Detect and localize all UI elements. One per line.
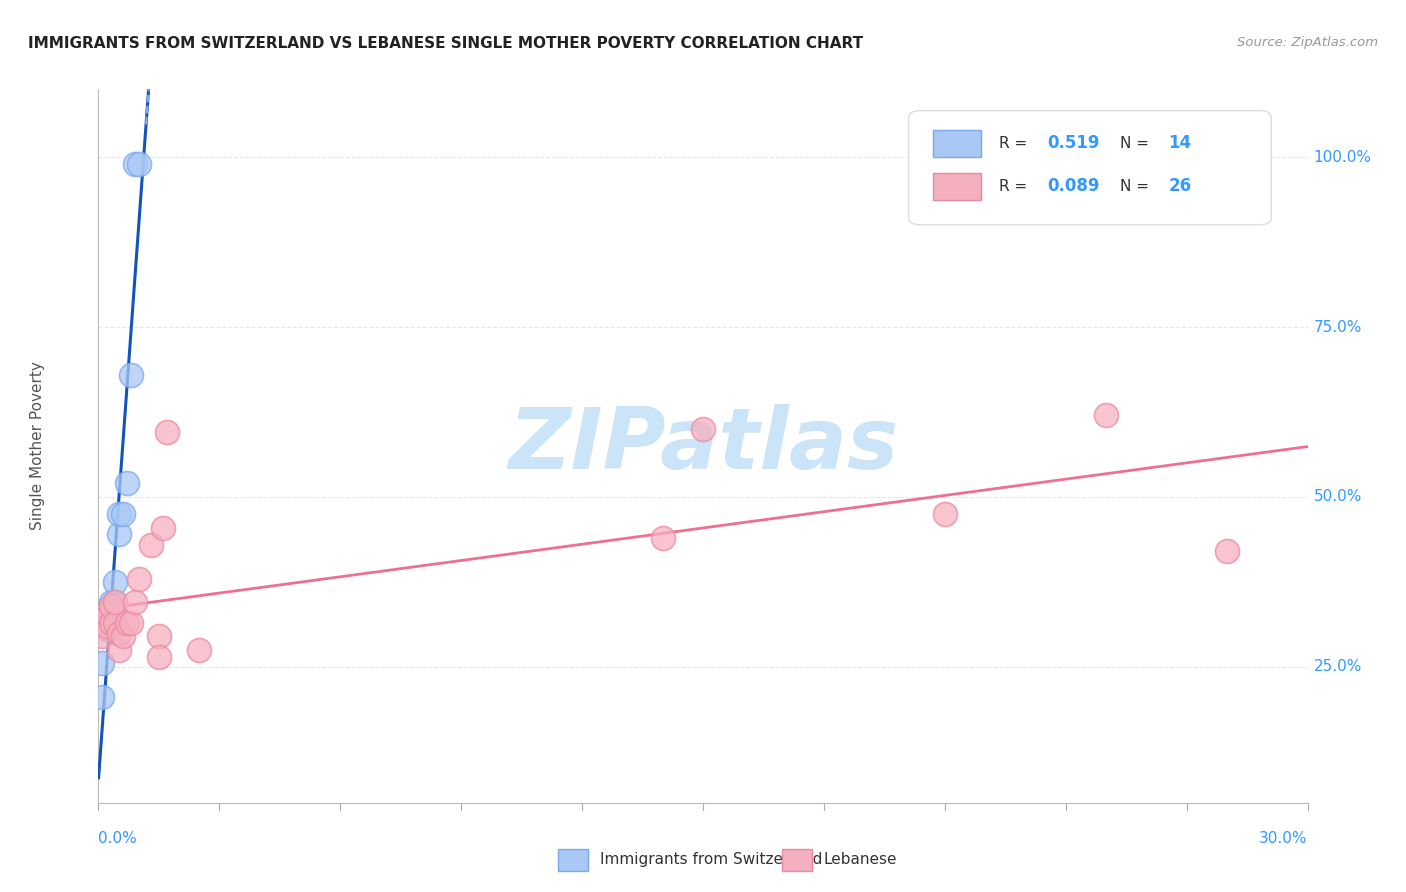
Text: 26: 26 [1168, 178, 1192, 195]
Text: Immigrants from Switzerland: Immigrants from Switzerland [600, 853, 823, 867]
Text: Lebanese: Lebanese [824, 853, 897, 867]
Point [651, 531, 673, 545]
FancyBboxPatch shape [932, 130, 981, 157]
Point [120, 615, 142, 630]
Point [124, 157, 146, 171]
Point [111, 629, 134, 643]
Point [156, 425, 179, 440]
Text: 30.0%: 30.0% [1260, 831, 1308, 847]
Text: Single Mother Poverty: Single Mother Poverty [31, 361, 45, 531]
Point [91, 629, 114, 643]
Text: 14: 14 [1168, 135, 1192, 153]
Text: N =: N = [1121, 136, 1154, 151]
Point [107, 643, 129, 657]
Point [96, 606, 118, 620]
Point [100, 615, 122, 630]
Point [91, 690, 114, 705]
Point [152, 520, 174, 534]
Point [148, 629, 170, 643]
Point [100, 599, 122, 613]
Point [692, 422, 714, 436]
Point [103, 595, 125, 609]
Point [120, 368, 142, 382]
Text: 0.519: 0.519 [1047, 135, 1099, 153]
Text: ZIPatlas: ZIPatlas [508, 404, 898, 488]
FancyBboxPatch shape [558, 849, 588, 871]
Point [107, 626, 129, 640]
Point [103, 595, 125, 609]
Text: N =: N = [1121, 178, 1154, 194]
FancyBboxPatch shape [782, 849, 811, 871]
Point [107, 507, 129, 521]
Point [111, 507, 134, 521]
Text: 0.0%: 0.0% [98, 831, 138, 847]
Point [96, 619, 118, 633]
Point [148, 649, 170, 664]
Text: 25.0%: 25.0% [1313, 659, 1362, 674]
Point [103, 574, 125, 589]
Point [91, 657, 114, 671]
Point [91, 615, 114, 630]
Text: IMMIGRANTS FROM SWITZERLAND VS LEBANESE SINGLE MOTHER POVERTY CORRELATION CHART: IMMIGRANTS FROM SWITZERLAND VS LEBANESE … [28, 36, 863, 51]
Text: Source: ZipAtlas.com: Source: ZipAtlas.com [1237, 36, 1378, 49]
Point [934, 507, 956, 521]
Point [100, 595, 122, 609]
Point [103, 615, 125, 630]
Text: 75.0%: 75.0% [1313, 319, 1362, 334]
Point [115, 615, 138, 630]
Text: R =: R = [1000, 178, 1032, 194]
Text: 0.089: 0.089 [1047, 178, 1099, 195]
FancyBboxPatch shape [932, 173, 981, 200]
Point [96, 623, 118, 637]
Point [1216, 544, 1239, 558]
Point [115, 476, 138, 491]
Point [139, 537, 162, 551]
Point [124, 595, 146, 609]
Point [128, 572, 150, 586]
Point [128, 157, 150, 171]
Text: R =: R = [1000, 136, 1032, 151]
Text: 50.0%: 50.0% [1313, 490, 1362, 505]
FancyBboxPatch shape [908, 111, 1271, 225]
Point [100, 615, 122, 630]
Text: 100.0%: 100.0% [1313, 150, 1372, 165]
Point [1095, 409, 1118, 423]
Point [188, 643, 211, 657]
Point [107, 527, 129, 541]
